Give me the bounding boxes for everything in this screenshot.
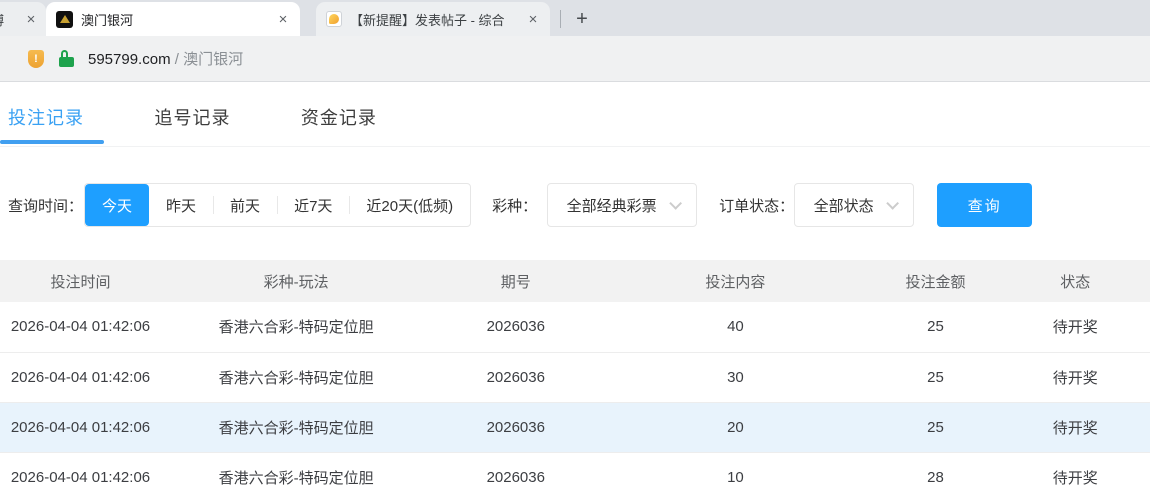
table-row[interactable]: 2026-04-04 01:42:06 香港六合彩-特码定位胆 2026036 … [0,402,1150,453]
galaxy-favicon-icon [56,10,73,28]
time-option-today[interactable]: 今天 [85,184,150,226]
cell-game-play: 香港六合彩-特码定位胆 [161,402,432,453]
forum-favicon-icon [326,11,342,27]
filter-bar: 查询时间： 今天 昨天 前天 近7天 近20天(低频) 彩种： 全部经典彩票 订… [0,183,1150,227]
time-option-20days[interactable]: 近20天(低频) [349,184,470,226]
cell-status: 待开奖 [1000,402,1150,453]
address-bar[interactable]: ! 595799.com / 澳门银河 [0,36,1150,82]
url-text[interactable]: 595799.com / 澳门银河 [88,48,243,69]
browser-tab-strip: 博 × 澳门银河 × 【新提醒】发表帖子 - 综合 × + [0,0,1150,36]
cell-issue: 2026036 [431,452,601,492]
col-bet-time: 投注时间 [0,260,161,302]
cell-status: 待开奖 [1000,452,1150,492]
cell-bet-amount: 25 [870,402,1001,453]
chevron-down-icon [885,196,899,210]
new-tab-button[interactable]: + [576,7,588,30]
cell-bet-amount: 28 [870,452,1001,492]
col-status: 状态 [1000,260,1150,302]
time-option-yesterday[interactable]: 昨天 [166,197,197,215]
lottery-select[interactable]: 全部经典彩票 [547,183,698,227]
cell-bet-content: 40 [600,302,871,353]
lottery-filter-label: 彩种： [492,197,538,215]
chevron-down-icon [668,196,682,210]
tab-partial[interactable]: 博 × [0,2,46,36]
status-filter-label: 订单状态： [719,197,795,215]
cell-issue: 2026036 [431,402,601,453]
active-tab-underline [0,140,104,144]
cell-bet-time: 2026-04-04 01:42:06 [0,352,161,403]
bet-records-table: 投注时间 彩种-玩法 期号 投注内容 投注金额 状态 2026-04-04 01… [0,260,1150,492]
tab-partial-title: 博 [0,10,4,29]
page-content: 投注记录 追号记录 资金记录 查询时间： 今天 昨天 前天 近7天 近20天(低… [0,82,1150,492]
cell-game-play: 香港六合彩-特码定位胆 [161,452,432,492]
cell-issue: 2026036 [431,302,601,353]
col-bet-amount: 投注金额 [870,260,1001,302]
col-game-play: 彩种-玩法 [161,260,432,302]
url-site-name: 澳门银河 [183,51,244,68]
tab-forum-post[interactable]: 【新提醒】发表帖子 - 综合 × [316,2,550,36]
close-icon[interactable]: × [528,10,538,28]
url-domain: 595799.com [88,51,171,68]
status-select-value: 全部状态 [813,197,874,215]
order-status-select[interactable]: 全部状态 [794,183,915,227]
lock-icon[interactable] [59,50,74,67]
lottery-select-value: 全部经典彩票 [566,197,657,215]
tab-divider [560,10,561,28]
tab-title: 澳门银河 [81,12,134,28]
tab-fund-records[interactable]: 资金记录 [300,108,377,128]
col-issue: 期号 [431,260,601,302]
tab-macau-galaxy[interactable]: 澳门银河 × [46,2,300,36]
cell-bet-content: 20 [600,402,871,453]
search-button[interactable]: 查询 [937,183,1033,227]
records-nav: 投注记录 追号记录 资金记录 [0,82,1150,146]
close-icon[interactable]: × [26,10,36,28]
extension-shield-warning-icon[interactable]: ! [28,49,44,68]
cell-bet-time: 2026-04-04 01:42:06 [0,302,161,353]
cell-bet-amount: 25 [870,352,1001,403]
col-bet-content: 投注内容 [600,260,871,302]
close-icon[interactable]: × [278,10,288,28]
cell-game-play: 香港六合彩-特码定位胆 [161,302,432,353]
tab-chase-records[interactable]: 追号记录 [154,108,231,128]
time-option-7days[interactable]: 近7天 [277,184,349,226]
cell-game-play: 香港六合彩-特码定位胆 [161,352,432,403]
tab-title: 【新提醒】发表帖子 - 综合 [350,12,505,28]
tab-bet-records[interactable]: 投注记录 [8,108,84,128]
cell-bet-time: 2026-04-04 01:42:06 [0,452,161,492]
table-row[interactable]: 2026-04-04 01:42:06 香港六合彩-特码定位胆 2026036 … [0,302,1150,353]
nav-divider [0,146,1150,147]
time-filter-label: 查询时间： [8,197,84,215]
cell-issue: 2026036 [431,352,601,403]
time-option-day-before[interactable]: 前天 [213,184,277,226]
cell-bet-content: 30 [600,352,871,403]
cell-bet-time: 2026-04-04 01:42:06 [0,402,161,453]
table-row[interactable]: 2026-04-04 01:42:06 香港六合彩-特码定位胆 2026036 … [0,352,1150,403]
url-separator: / [170,51,184,68]
cell-status: 待开奖 [1000,352,1150,403]
time-range-group: 今天 昨天 前天 近7天 近20天(低频) [84,183,472,227]
cell-status: 待开奖 [1000,302,1150,353]
cell-bet-content: 10 [600,452,871,492]
cell-bet-amount: 25 [870,302,1001,353]
table-header-row: 投注时间 彩种-玩法 期号 投注内容 投注金额 状态 [0,260,1150,302]
table-row[interactable]: 2026-04-04 01:42:06 香港六合彩-特码定位胆 2026036 … [0,452,1150,492]
